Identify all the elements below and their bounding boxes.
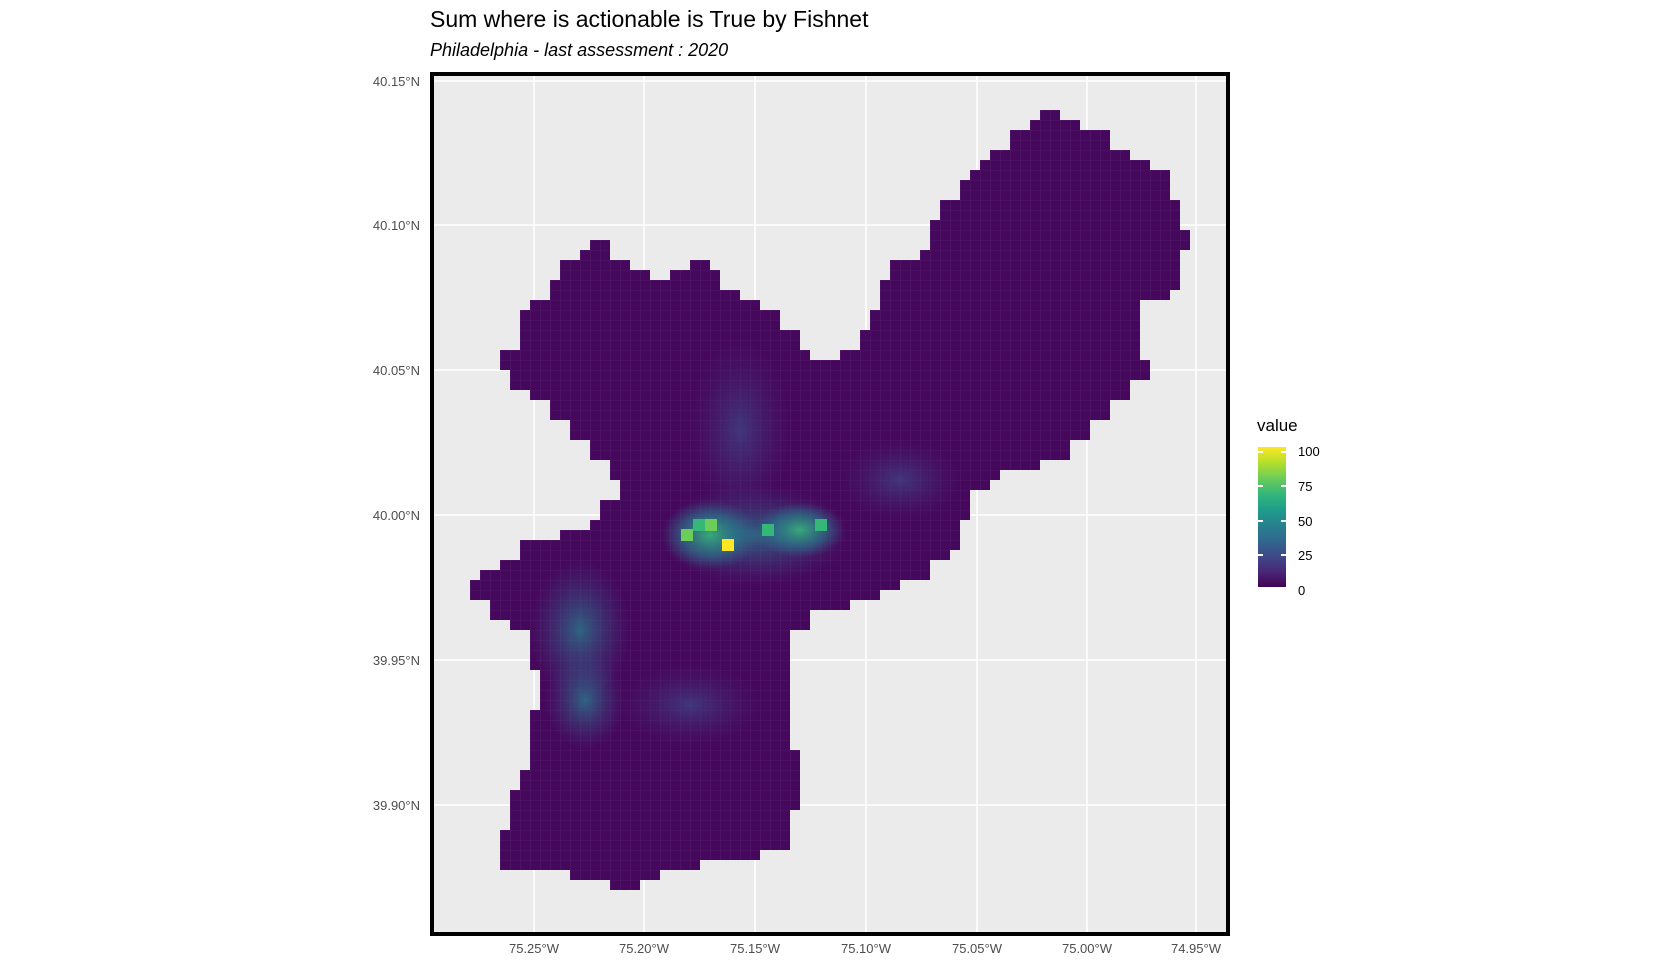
lat-tick-labels: 40.15°N 40.10°N 40.05°N 40.00°N 39.95°N … (373, 74, 420, 813)
chart-title: Sum where is actionable is True by Fishn… (430, 6, 869, 32)
legend-label-50: 50 (1298, 514, 1313, 529)
lat-tick-label: 40.10°N (373, 218, 420, 233)
legend-colorbar (1258, 447, 1286, 587)
chart-subtitle: Philadelphia - last assessment : 2020 (430, 40, 729, 60)
lon-tick-label: 75.05°W (952, 941, 1003, 956)
legend-label-0: 0 (1298, 583, 1306, 598)
plot-frame (430, 72, 1230, 936)
hotspot-corridor (690, 340, 790, 520)
lon-tick-label: 75.15°W (730, 941, 781, 956)
high-cell (681, 529, 693, 541)
lon-tick-label: 75.00°W (1062, 941, 1113, 956)
lon-tick-label: 75.20°W (619, 941, 670, 956)
high-cell (705, 519, 717, 531)
hotspot-south (620, 665, 760, 745)
legend-label-25: 25 (1298, 548, 1313, 563)
legend-title: value (1257, 416, 1298, 435)
peak-cell (722, 539, 734, 551)
hotspot-east (755, 502, 845, 558)
legend-label-75: 75 (1298, 479, 1313, 494)
high-cell (693, 519, 705, 531)
lat-tick-label: 40.00°N (373, 508, 420, 523)
lat-tick-label: 39.95°N (373, 653, 420, 668)
lat-tick-label: 40.05°N (373, 363, 420, 378)
lat-tick-label: 40.15°N (373, 74, 420, 89)
lon-tick-labels: 75.25°W 75.20°W 75.15°W 75.10°W 75.05°W … (509, 941, 1222, 956)
hotspot-kensington (840, 440, 960, 520)
lon-tick-label: 74.95°W (1171, 941, 1222, 956)
legend-label-100: 100 (1298, 444, 1320, 459)
lat-tick-label: 39.90°N (373, 798, 420, 813)
hotspot-southwest (545, 650, 625, 750)
high-cell (815, 519, 827, 531)
lon-tick-label: 75.10°W (841, 941, 892, 956)
high-cell (762, 524, 774, 536)
lon-tick-label: 75.25°W (509, 941, 560, 956)
